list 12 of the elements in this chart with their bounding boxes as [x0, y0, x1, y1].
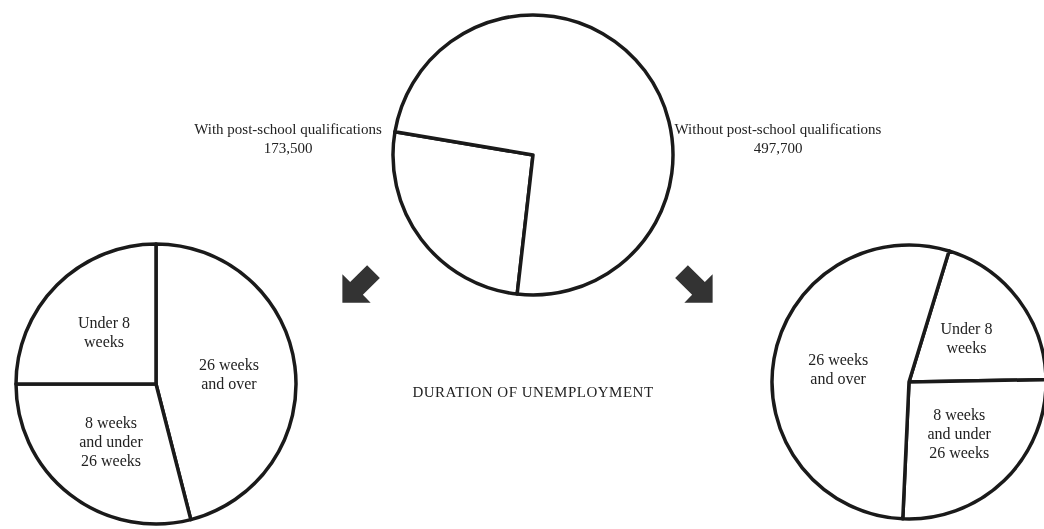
slice-label: Under 8 weeks: [78, 313, 131, 350]
text: DURATION OF UNEMPLOYMENT: [412, 384, 654, 400]
slice-label: With post-school qualifications: [194, 121, 383, 137]
pie-slice: [393, 13, 675, 297]
slice-label: 8 weeks and under 26 weeks: [79, 414, 144, 470]
slice-label: Without post-school qualifications: [674, 121, 882, 137]
data-label: 173,500: [263, 140, 313, 156]
slice-label: Under 8 weeks: [940, 320, 993, 357]
slice-label: 8 weeks and under 26 weeks: [927, 405, 992, 461]
data-label: 497,700: [753, 140, 803, 156]
slice-label: 26 weeks and over: [808, 351, 869, 388]
slice-label: 26 weeks and over: [198, 356, 259, 393]
